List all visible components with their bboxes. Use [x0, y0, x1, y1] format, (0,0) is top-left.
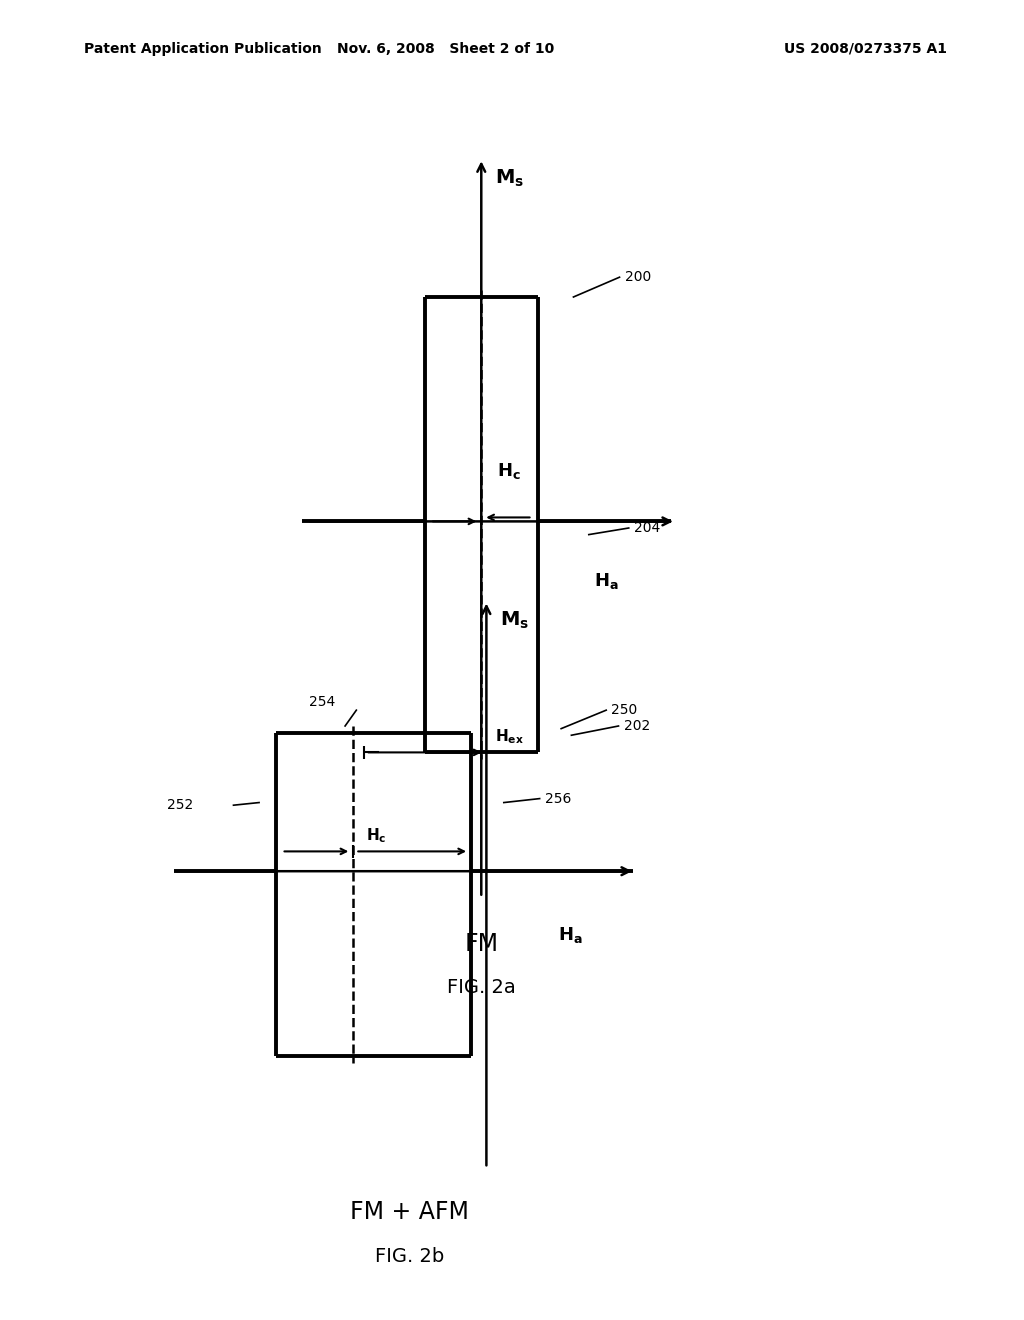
Text: 254: 254: [308, 696, 335, 709]
Text: 252: 252: [167, 799, 194, 812]
Text: FM: FM: [464, 932, 499, 956]
Text: $\mathbf{H_a}$: $\mathbf{H_a}$: [594, 570, 618, 591]
Text: FIG. 2a: FIG. 2a: [446, 978, 516, 997]
Text: $\mathbf{M_s}$: $\mathbf{M_s}$: [500, 610, 528, 631]
Text: FIG. 2b: FIG. 2b: [375, 1247, 444, 1266]
Text: 204: 204: [634, 521, 660, 535]
Text: Nov. 6, 2008   Sheet 2 of 10: Nov. 6, 2008 Sheet 2 of 10: [337, 42, 554, 55]
Text: $\mathbf{M_s}$: $\mathbf{M_s}$: [495, 168, 523, 189]
Text: 202: 202: [624, 719, 650, 733]
Text: $\mathbf{H_c}$: $\mathbf{H_c}$: [366, 826, 386, 845]
Text: 200: 200: [625, 271, 651, 284]
Text: FM + AFM: FM + AFM: [350, 1200, 469, 1224]
Text: $\mathbf{H_c}$: $\mathbf{H_c}$: [497, 461, 520, 482]
Text: $\mathbf{H_a}$: $\mathbf{H_a}$: [558, 924, 583, 945]
Text: US 2008/0273375 A1: US 2008/0273375 A1: [784, 42, 947, 55]
Text: 256: 256: [545, 792, 571, 805]
Text: $\mathbf{H_{ex}}$: $\mathbf{H_{ex}}$: [495, 727, 523, 746]
Text: Patent Application Publication: Patent Application Publication: [84, 42, 322, 55]
Text: 250: 250: [611, 704, 638, 717]
